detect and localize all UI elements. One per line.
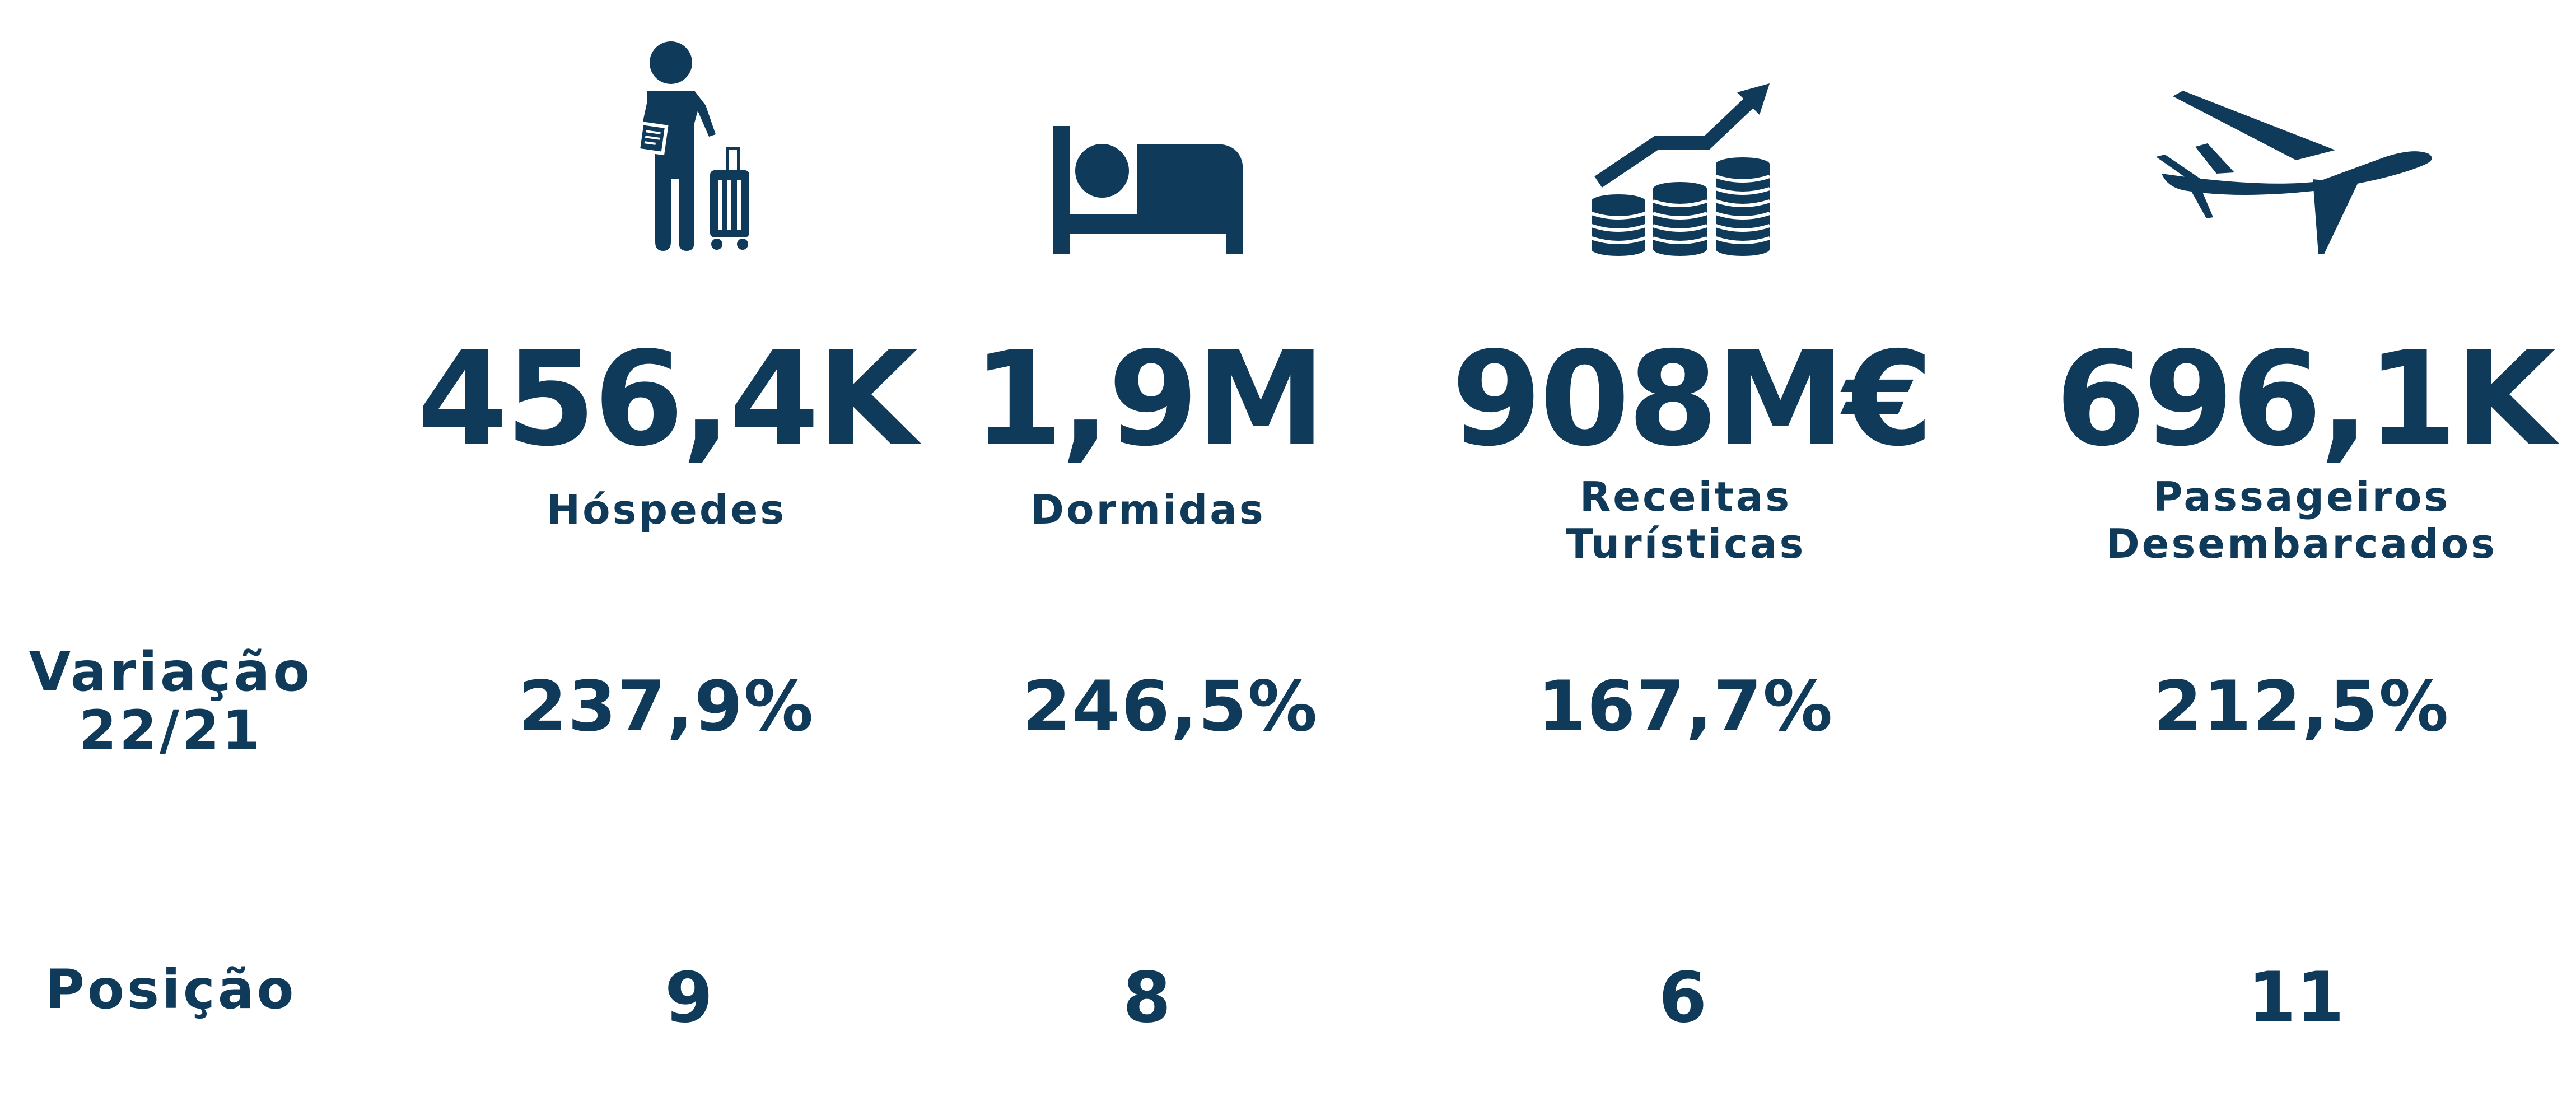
airplane-icon [2150, 90, 2442, 258]
position-dormidas: 8 [1122, 958, 1172, 1038]
metric-label-receitas: Receitas Turísticas [1566, 473, 1806, 567]
variation-receitas: 167,7% [1537, 666, 1834, 747]
variation-passageiros: 212,5% [2153, 666, 2450, 747]
position-passageiros: 11 [2247, 958, 2345, 1038]
position-receitas: 6 [1658, 958, 1707, 1038]
row-label-variation-line1: Variação [29, 641, 313, 703]
metric-label-hospedes: Hóspedes [546, 486, 787, 533]
metric-value-passageiros: 696,1K [2055, 324, 2556, 475]
bed-icon [1047, 120, 1249, 258]
metric-value-hospedes: 456,4K [417, 324, 918, 475]
metric-label-dormidas: Dormidas [1030, 486, 1266, 533]
coins-growth-icon [1590, 81, 1781, 260]
metric-label-receitas-line1: Receitas [1579, 473, 1792, 520]
traveler-with-luggage-icon [616, 39, 762, 258]
metric-label-passageiros: Passageiros Desembarcados [2106, 473, 2497, 567]
row-label-position: Posição [45, 958, 297, 1021]
position-hospedes: 9 [664, 958, 713, 1038]
row-label-variation: Variação 22/21 [29, 643, 313, 759]
metric-value-dormidas: 1,9M [973, 324, 1326, 475]
variation-dormidas: 246,5% [1022, 666, 1319, 747]
variation-hospedes: 237,9% [518, 666, 815, 747]
metric-label-passageiros-line1: Passageiros [2153, 473, 2451, 520]
metric-label-receitas-line2: Turísticas [1565, 520, 1806, 567]
metric-value-receitas: 908M€ [1451, 324, 1934, 475]
metric-label-passageiros-line2: Desembarcados [2106, 520, 2498, 567]
row-label-variation-line2: 22/21 [79, 699, 263, 762]
